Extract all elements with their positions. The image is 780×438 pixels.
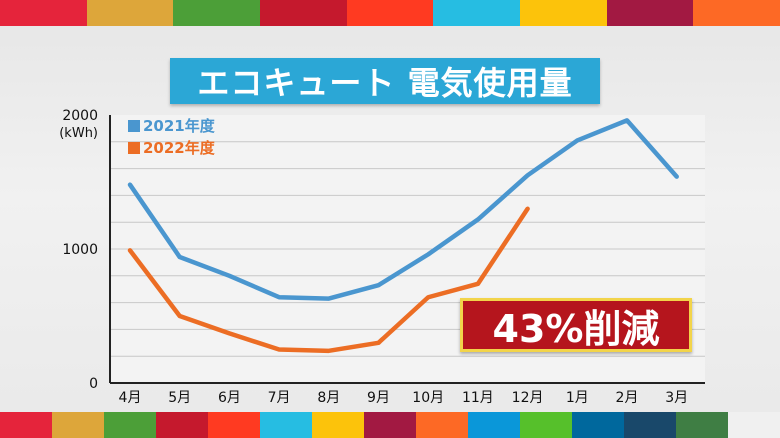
y-axis-unit-label: (kWh) <box>59 126 98 141</box>
reduction-label: 43%削減 <box>492 306 660 351</box>
bottom-strip-segment <box>676 412 728 438</box>
top-strip-segment <box>693 0 780 26</box>
bottom-strip-segment <box>156 412 208 438</box>
x-tick-label: 8月 <box>317 390 340 406</box>
top-strip-segment <box>260 0 347 26</box>
y-tick-label: 2000 <box>62 108 98 124</box>
bottom-strip-segment <box>260 412 312 438</box>
x-tick-label: 9月 <box>367 390 390 406</box>
sdg-color-strip-top <box>0 0 780 26</box>
x-tick-label: 5月 <box>168 390 191 406</box>
y-tick-label: 0 <box>89 376 98 392</box>
bottom-strip-segment <box>416 412 468 438</box>
x-tick-label: 12月 <box>512 390 544 406</box>
x-tick-label: 10月 <box>412 390 444 406</box>
bottom-strip-segment <box>468 412 520 438</box>
bottom-strip-segment <box>208 412 260 438</box>
reduction-badge: 43%削減 <box>460 298 692 352</box>
bottom-strip-segment <box>0 412 52 438</box>
chart-legend: 2021年度 2022年度 <box>128 117 216 157</box>
chart-title-banner: エコキュート 電気使用量 <box>170 58 600 104</box>
series-line-2 <box>127 206 530 354</box>
y-axis: 0 1000 2000 (kWh) <box>59 108 98 392</box>
bottom-strip-segment <box>728 412 780 438</box>
bottom-strip-segment <box>364 412 416 438</box>
x-tick-label: 7月 <box>268 390 291 406</box>
bottom-strip-segment <box>520 412 572 438</box>
x-tick-label: 1月 <box>566 390 589 406</box>
top-strip-segment <box>433 0 521 26</box>
bottom-strip-segment <box>52 412 104 438</box>
bottom-strip-segment <box>104 412 156 438</box>
x-tick-label: 11月 <box>462 390 494 406</box>
x-axis: 4月 5月 6月 7月 8月 9月 10月 11月 12月 1月 2月 3月 <box>119 390 689 406</box>
chart-title: エコキュート 電気使用量 <box>197 64 573 102</box>
legend-swatch <box>128 142 140 154</box>
legend-label: 2021年度 <box>143 117 216 135</box>
legend-label: 2022年度 <box>143 139 216 157</box>
x-tick-label: 4月 <box>119 390 142 406</box>
bottom-strip-segment <box>572 412 624 438</box>
top-strip-segment <box>0 0 87 26</box>
series-lines <box>127 118 679 354</box>
x-tick-label: 6月 <box>218 390 241 406</box>
bottom-strip-segment <box>624 412 676 438</box>
top-strip-segment <box>606 0 694 26</box>
top-strip-segment <box>520 0 607 26</box>
top-strip-segment <box>173 0 261 26</box>
legend-swatch <box>128 120 140 132</box>
top-strip-segment <box>346 0 434 26</box>
bottom-strip-segment <box>312 412 364 438</box>
x-tick-label: 3月 <box>665 390 688 406</box>
x-tick-label: 2月 <box>616 390 639 406</box>
sdg-color-strip-bottom <box>0 412 780 438</box>
y-tick-label: 1000 <box>62 242 98 258</box>
series-line-1 <box>127 118 679 301</box>
top-strip-segment <box>86 0 174 26</box>
